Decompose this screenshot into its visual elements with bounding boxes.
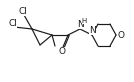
Text: N: N bbox=[89, 26, 95, 35]
Text: O: O bbox=[59, 47, 66, 56]
Text: O: O bbox=[118, 31, 124, 40]
Text: Cl: Cl bbox=[19, 6, 27, 15]
Text: Cl: Cl bbox=[9, 19, 17, 27]
Text: N: N bbox=[77, 20, 83, 29]
Text: H: H bbox=[82, 18, 87, 24]
